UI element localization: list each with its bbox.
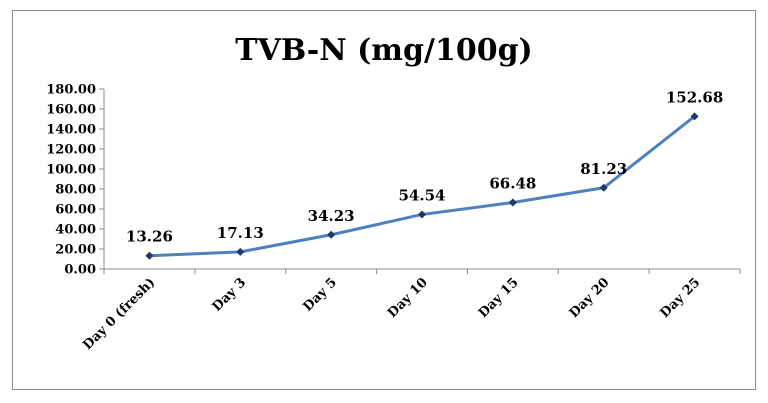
data-label: 152.68 [666, 88, 723, 106]
series [145, 112, 699, 260]
data-label: 66.48 [489, 175, 536, 193]
data-label: 54.54 [399, 186, 446, 204]
y-tick-label: 0.00 [64, 263, 96, 278]
x-tick-label: Day 20 [567, 275, 613, 321]
y-tick-label: 60.00 [55, 203, 96, 218]
x-tick-label: Day 25 [658, 275, 704, 321]
x-axis: Day 0 (fresh) Day 3 Day 5 Day 10 Day 15 Day 2… [80, 268, 741, 353]
y-tick-label: 120.00 [46, 143, 96, 158]
data-label: 81.23 [580, 160, 627, 178]
data-point [145, 251, 154, 260]
data-point [508, 198, 517, 207]
data-point [327, 230, 336, 239]
x-tick-label: Day 3 [210, 275, 249, 314]
x-tick-label: Day 5 [300, 275, 339, 314]
y-tick-label: 180.00 [46, 83, 96, 98]
chart-frame [12, 10, 756, 390]
chart-title: TVB-N (mg/100g) [235, 33, 533, 68]
data-label: 13.26 [126, 228, 173, 246]
y-tick-label: 160.00 [46, 103, 96, 118]
data-point [599, 183, 608, 192]
x-tick-label: Day 15 [476, 275, 522, 321]
x-tick-label: Day 0 (fresh) [80, 275, 158, 353]
y-tick-label: 80.00 [55, 183, 96, 198]
data-point [418, 210, 426, 219]
data-label: 17.13 [217, 224, 264, 242]
y-axis: 0.00 20.00 40.00 60.00 80.00 100.00 120.00 140.… [46, 83, 105, 278]
x-tick-label: Day 10 [385, 275, 431, 321]
data-point [690, 112, 699, 121]
data-label: 34.23 [308, 207, 355, 225]
data-point [236, 247, 245, 256]
data-labels: 13.26 17.13 34.23 54.54 66.48 81.23 152.68 [126, 88, 723, 245]
y-tick-label: 40.00 [55, 223, 96, 238]
y-tick-label: 140.00 [46, 123, 96, 138]
y-tick-label: 100.00 [46, 163, 96, 178]
y-tick-label: 20.00 [55, 243, 96, 258]
